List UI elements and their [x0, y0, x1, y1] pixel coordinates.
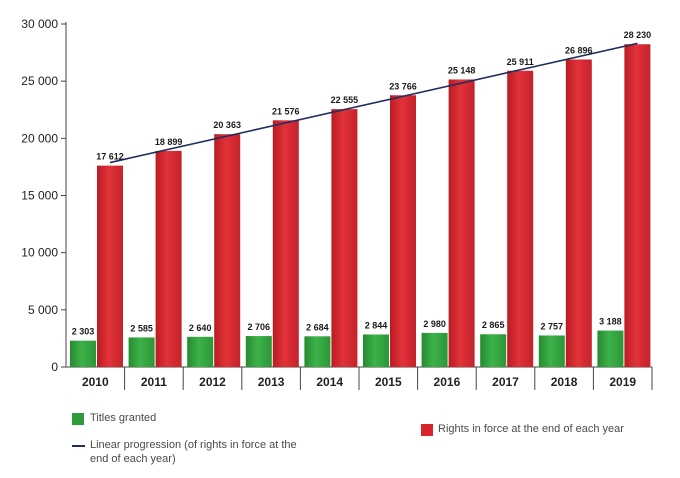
- data-label-rights-in-force: 25 911: [507, 57, 534, 67]
- legend-swatch-rights-in-force: [421, 424, 433, 436]
- bar-rights-in-force: [565, 59, 592, 367]
- x-tick-label: 2018: [551, 375, 578, 389]
- legend-rights-in-force: Rights in force at the end of each year: [438, 423, 624, 435]
- data-label-titles-granted: 3 188: [599, 317, 622, 327]
- data-label-titles-granted: 2 585: [130, 323, 153, 333]
- bar-rights-in-force: [624, 44, 651, 367]
- data-label-rights-in-force: 17 612: [96, 152, 124, 162]
- x-tick-label: 2013: [258, 375, 285, 389]
- y-tick-label: 15 000: [21, 189, 58, 203]
- bar-titles-granted: [597, 330, 624, 367]
- x-tick-label: 2017: [492, 375, 519, 389]
- bar-titles-granted: [421, 332, 448, 367]
- x-tick-label: 2012: [199, 375, 226, 389]
- bar-titles-granted: [480, 334, 507, 367]
- x-tick-label: 2016: [434, 375, 461, 389]
- data-label-titles-granted: 2 980: [423, 319, 446, 329]
- bar-titles-granted: [128, 337, 155, 367]
- y-tick-label: 20 000: [21, 131, 58, 145]
- bar-titles-granted: [245, 336, 272, 367]
- data-label-rights-in-force: 20 363: [213, 120, 241, 130]
- x-tick-label: 2014: [316, 375, 343, 389]
- data-label-rights-in-force: 23 766: [389, 81, 417, 91]
- bar-rights-in-force: [214, 134, 241, 367]
- data-label-rights-in-force: 18 899: [155, 137, 183, 147]
- bar-titles-granted: [538, 335, 565, 367]
- legend-linear-progression: Linear progression (of rights in force a…: [90, 439, 297, 465]
- bar-rights-in-force: [97, 165, 123, 367]
- bar-rights-in-force: [390, 95, 416, 368]
- bar-rights-in-force: [448, 79, 475, 367]
- data-label-rights-in-force: 25 148: [448, 65, 476, 75]
- data-label-titles-granted: 2 844: [365, 320, 388, 330]
- y-tick-label: 30 000: [21, 17, 58, 31]
- data-label-titles-granted: 2 706: [248, 322, 271, 332]
- x-tick-label: 2019: [609, 375, 636, 389]
- bar-chart: 0 5 000 10 000 15 000 20 000 25 000 30 000 2010…: [21, 17, 653, 390]
- legend-swatch-titles-granted: [72, 413, 84, 425]
- bar-titles-granted: [187, 336, 214, 367]
- data-label-rights-in-force: 26 896: [565, 45, 593, 55]
- bar-rights-in-force: [272, 120, 299, 368]
- data-label-titles-granted: 2 303: [72, 327, 95, 337]
- bar-rights-in-force: [155, 150, 182, 367]
- x-tick-label: 2011: [141, 375, 167, 389]
- y-tick-label: 25 000: [21, 74, 58, 88]
- bar-rights-in-force: [331, 109, 358, 368]
- data-label-titles-granted: 2 640: [189, 323, 212, 333]
- data-label-rights-in-force: 28 230: [624, 30, 652, 40]
- data-label-titles-granted: 2 757: [541, 321, 564, 331]
- data-label-titles-granted: 2 865: [482, 320, 505, 330]
- y-tick-label: 5 000: [28, 303, 58, 317]
- data-label-rights-in-force: 21 576: [272, 106, 300, 116]
- y-tick-label: 0: [51, 360, 58, 374]
- bar-titles-granted: [70, 340, 96, 367]
- data-label-titles-granted: 2 684: [306, 322, 329, 332]
- data-label-rights-in-force: 22 555: [331, 95, 359, 105]
- x-tick-label: 2010: [82, 375, 109, 389]
- bar-titles-granted: [363, 334, 389, 367]
- legend-line-swatch: [72, 445, 85, 447]
- bar-rights-in-force: [507, 70, 534, 367]
- bar-titles-granted: [304, 336, 331, 367]
- linear-progression-line: [109, 42, 638, 164]
- y-tick-label: 10 000: [21, 246, 58, 260]
- legend-titles-granted: Titles granted: [90, 412, 157, 424]
- x-tick-label: 2015: [375, 375, 402, 389]
